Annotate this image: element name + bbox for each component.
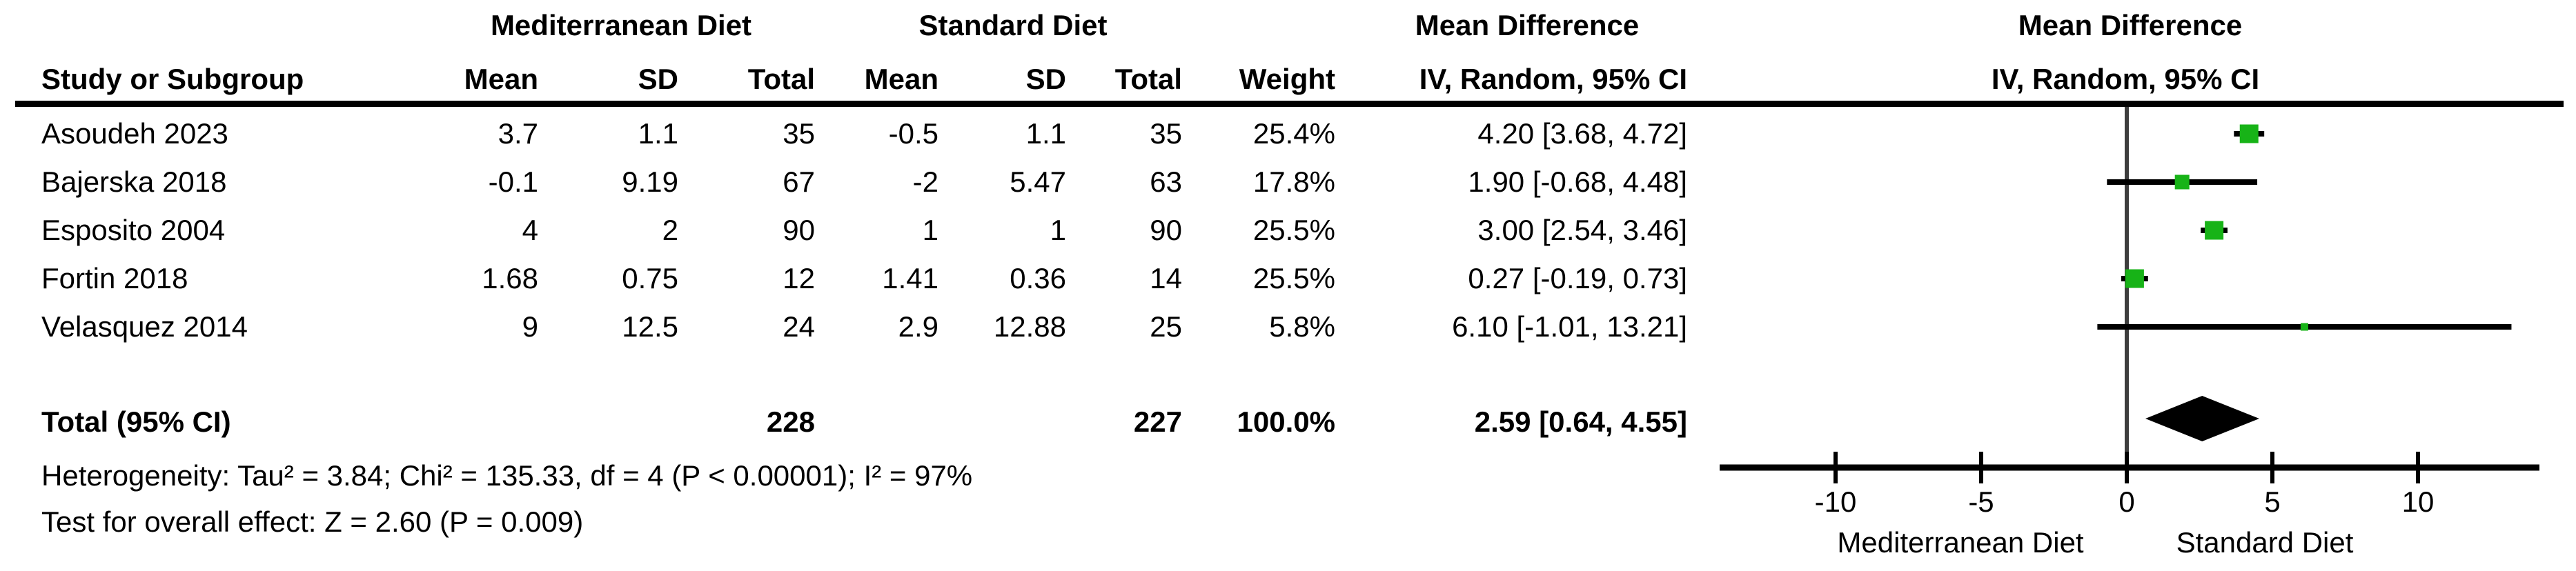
cell-ctrl_sd: 0.36 xyxy=(1010,262,1066,294)
axis-caption-left: Mediterranean Diet xyxy=(1837,526,2084,559)
effect-marker xyxy=(2125,269,2144,288)
cell-exp_sd: 1.1 xyxy=(638,117,678,150)
axis-tick-label: 5 xyxy=(2264,485,2280,518)
axis-tick-label: 0 xyxy=(2118,485,2134,518)
axis-tick-label: -10 xyxy=(1815,485,1857,518)
col-header-ctrl-total: Total xyxy=(1114,63,1182,95)
group-header-experimental: Mediterranean Diet xyxy=(490,9,752,41)
study-name: Asoudeh 2023 xyxy=(41,117,228,150)
cell-exp_mean: 3.7 xyxy=(498,117,538,150)
cell-exp_total: 67 xyxy=(783,166,815,198)
col-header-ci: IV, Random, 95% CI xyxy=(1419,63,1687,95)
cell-exp_sd: 12.5 xyxy=(622,310,678,343)
col-header-ctrl-mean: Mean xyxy=(864,63,938,95)
cell-exp_total: 12 xyxy=(783,262,815,294)
effect-marker xyxy=(2239,124,2259,143)
cell-ctrl_total: 14 xyxy=(1150,262,1182,294)
col-header-weight: Weight xyxy=(1239,63,1335,95)
cell-ctrl_mean: 1 xyxy=(922,214,938,246)
study-name: Esposito 2004 xyxy=(41,214,226,246)
cell-weight: 25.5% xyxy=(1252,214,1335,246)
study-name: Velasquez 2014 xyxy=(41,310,248,343)
cell-exp_sd: 2 xyxy=(662,214,678,246)
cell-exp_sd: 0.75 xyxy=(622,262,678,294)
cell-ctrl_total: 63 xyxy=(1150,166,1182,198)
cell-exp_total: 35 xyxy=(783,117,815,150)
overall-effect-line: Test for overall effect: Z = 2.60 (P = 0… xyxy=(41,505,584,538)
cell-exp_mean: 9 xyxy=(522,310,538,343)
axis-tick-label: 10 xyxy=(2402,485,2435,518)
total-weight: 100.0% xyxy=(1237,405,1335,438)
col-header-exp-mean: Mean xyxy=(464,63,538,95)
cell-ctrl_sd: 1 xyxy=(1050,214,1066,246)
total-exp-total: 228 xyxy=(766,405,815,438)
heterogeneity-line: Heterogeneity: Tau² = 3.84; Chi² = 135.3… xyxy=(41,459,973,492)
total-ctrl-total: 227 xyxy=(1133,405,1182,438)
cell-ctrl_mean: -0.5 xyxy=(888,117,938,150)
cell-exp_total: 24 xyxy=(783,310,815,343)
cell-weight: 25.4% xyxy=(1252,117,1335,150)
cell-ctrl_sd: 5.47 xyxy=(1010,166,1066,198)
total-label: Total (95% CI) xyxy=(41,405,231,438)
effect-marker xyxy=(2205,221,2224,240)
cell-exp_mean: -0.1 xyxy=(488,166,538,198)
header-rule xyxy=(15,101,2564,107)
cell-ctrl_total: 25 xyxy=(1150,310,1182,343)
col-header-study: Study or Subgroup xyxy=(41,63,304,95)
total-ci: 2.59 [0.64, 4.55] xyxy=(1474,405,1687,438)
cell-weight: 5.8% xyxy=(1269,310,1335,343)
cell-ci_label: 6.10 [-1.01, 13.21] xyxy=(1452,310,1687,343)
col-header-ctrl-sd: SD xyxy=(1025,63,1066,95)
cell-ci_label: 4.20 [3.68, 4.72] xyxy=(1477,117,1687,150)
study-name: Fortin 2018 xyxy=(41,262,188,294)
cell-ctrl_total: 35 xyxy=(1150,117,1182,150)
cell-ci_label: 1.90 [-0.68, 4.48] xyxy=(1468,166,1687,198)
cell-exp_sd: 9.19 xyxy=(622,166,678,198)
cell-exp_mean: 1.68 xyxy=(482,262,538,294)
group-header-effect-plot: Mean Difference xyxy=(2018,9,2243,41)
cell-ci_label: 0.27 [-0.19, 0.73] xyxy=(1468,262,1687,294)
cell-ctrl_mean: -2 xyxy=(912,166,938,198)
axis-tick-label: -5 xyxy=(1968,485,1994,518)
cell-exp_mean: 4 xyxy=(522,214,538,246)
cell-ci_label: 3.00 [2.54, 3.46] xyxy=(1477,214,1687,246)
group-header-control: Standard Diet xyxy=(918,9,1108,41)
group-header-effect-text: Mean Difference xyxy=(1415,9,1640,41)
cell-ctrl_sd: 12.88 xyxy=(993,310,1066,343)
col-header-exp-sd: SD xyxy=(638,63,678,95)
cell-ctrl_mean: 1.41 xyxy=(882,262,938,294)
cell-ctrl_sd: 1.1 xyxy=(1025,117,1066,150)
total-diamond xyxy=(2145,396,2260,441)
col-header-ci-plot: IV, Random, 95% CI xyxy=(1991,63,2260,95)
effect-marker xyxy=(2300,323,2308,331)
axis-caption-right: Standard Diet xyxy=(2176,526,2354,559)
cell-ctrl_mean: 2.9 xyxy=(898,310,938,343)
col-header-exp-total: Total xyxy=(747,63,815,95)
cell-weight: 17.8% xyxy=(1252,166,1335,198)
cell-exp_total: 90 xyxy=(783,214,815,246)
cell-weight: 25.5% xyxy=(1252,262,1335,294)
study-name: Bajerska 2018 xyxy=(41,166,227,198)
cell-ctrl_total: 90 xyxy=(1150,214,1182,246)
effect-marker xyxy=(2174,174,2190,190)
